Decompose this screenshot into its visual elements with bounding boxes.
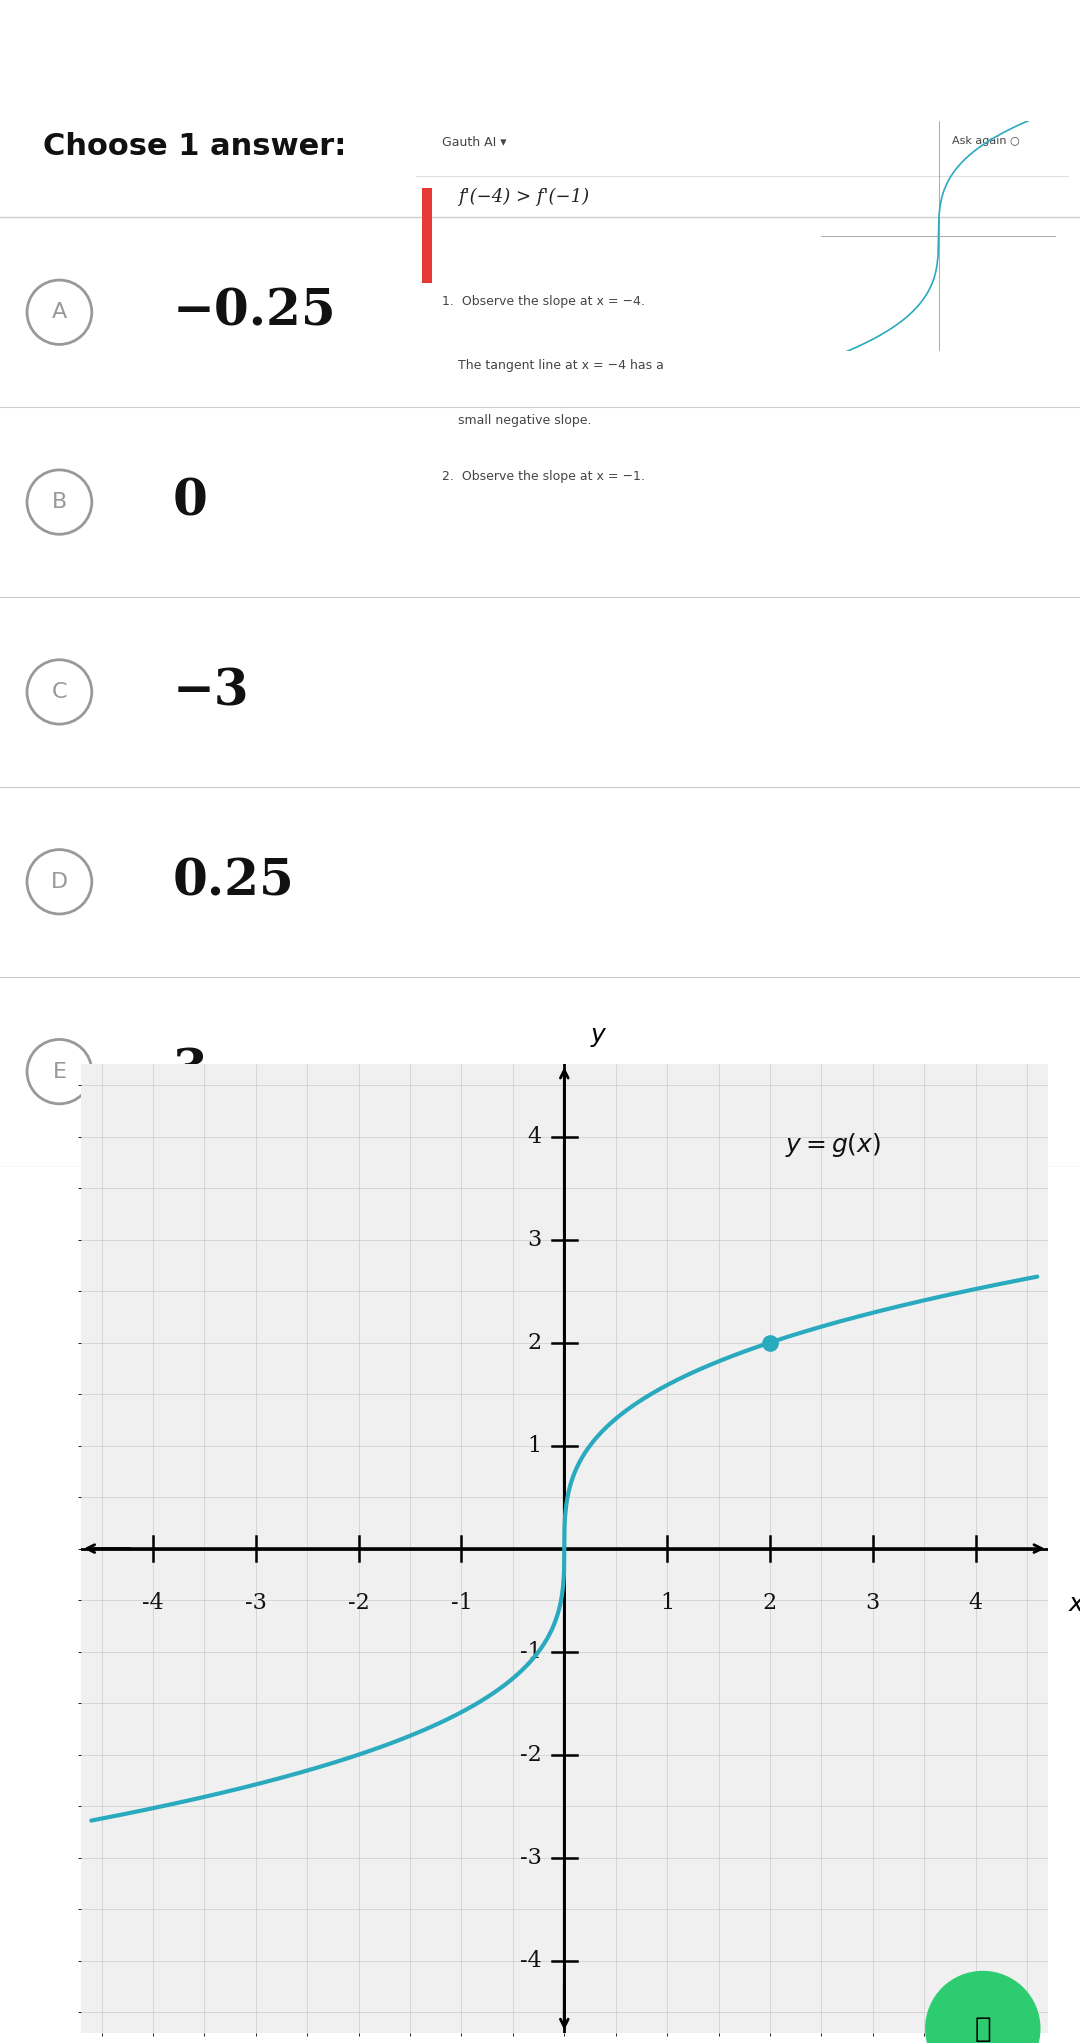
Text: -1: -1 (450, 1591, 472, 1614)
Circle shape (926, 1971, 1040, 2043)
Text: 2.  Observe the slope at x = −1.: 2. Observe the slope at x = −1. (442, 470, 645, 482)
Text: Choose 1 answer:: Choose 1 answer: (43, 131, 347, 161)
Text: 1: 1 (660, 1591, 674, 1614)
Text: 2: 2 (762, 1591, 777, 1614)
Text: 1: 1 (527, 1434, 542, 1457)
Text: -3: -3 (519, 1847, 542, 1869)
Text: ←: ← (43, 31, 73, 63)
Text: 0: 0 (173, 478, 207, 527)
Text: -4: -4 (519, 1949, 542, 1971)
Text: Gauth AI ▾: Gauth AI ▾ (442, 137, 507, 149)
Text: -2: -2 (519, 1743, 542, 1765)
Text: $y$: $y$ (590, 1026, 608, 1048)
Text: B: B (52, 492, 67, 513)
Text: 3: 3 (527, 1228, 542, 1250)
Text: Derivative as slope of curve: Derivative as slope of curve (278, 31, 802, 63)
Text: 💡: 💡 (974, 2014, 991, 2043)
Text: −3: −3 (173, 668, 249, 717)
Text: E: E (53, 1062, 66, 1081)
Text: 3: 3 (173, 1048, 207, 1097)
Text: The tangent line at x = −4 has a: The tangent line at x = −4 has a (442, 360, 664, 372)
Text: C: C (52, 682, 67, 703)
Text: -4: -4 (143, 1591, 164, 1614)
Text: 0.25: 0.25 (173, 858, 295, 907)
Text: -3: -3 (245, 1591, 267, 1614)
Text: small negative slope.: small negative slope. (442, 415, 592, 427)
Text: f'(−4) > f'(−1): f'(−4) > f'(−1) (458, 188, 590, 206)
FancyBboxPatch shape (422, 188, 432, 284)
Text: A: A (52, 302, 67, 323)
Text: 3: 3 (866, 1591, 880, 1614)
Text: D: D (51, 872, 68, 893)
Text: -2: -2 (348, 1591, 369, 1614)
Text: $y = g(x)$: $y = g(x)$ (785, 1132, 881, 1158)
Text: 4: 4 (969, 1591, 983, 1614)
Text: -1: -1 (519, 1641, 542, 1663)
Text: Ask again ○: Ask again ○ (951, 137, 1020, 147)
Text: 1.  Observe the slope at x = −4.: 1. Observe the slope at x = −4. (442, 294, 645, 308)
Text: 2: 2 (527, 1332, 542, 1355)
Text: 4: 4 (527, 1126, 542, 1148)
Text: $x$: $x$ (1068, 1591, 1080, 1616)
Text: −0.25: −0.25 (173, 288, 337, 337)
